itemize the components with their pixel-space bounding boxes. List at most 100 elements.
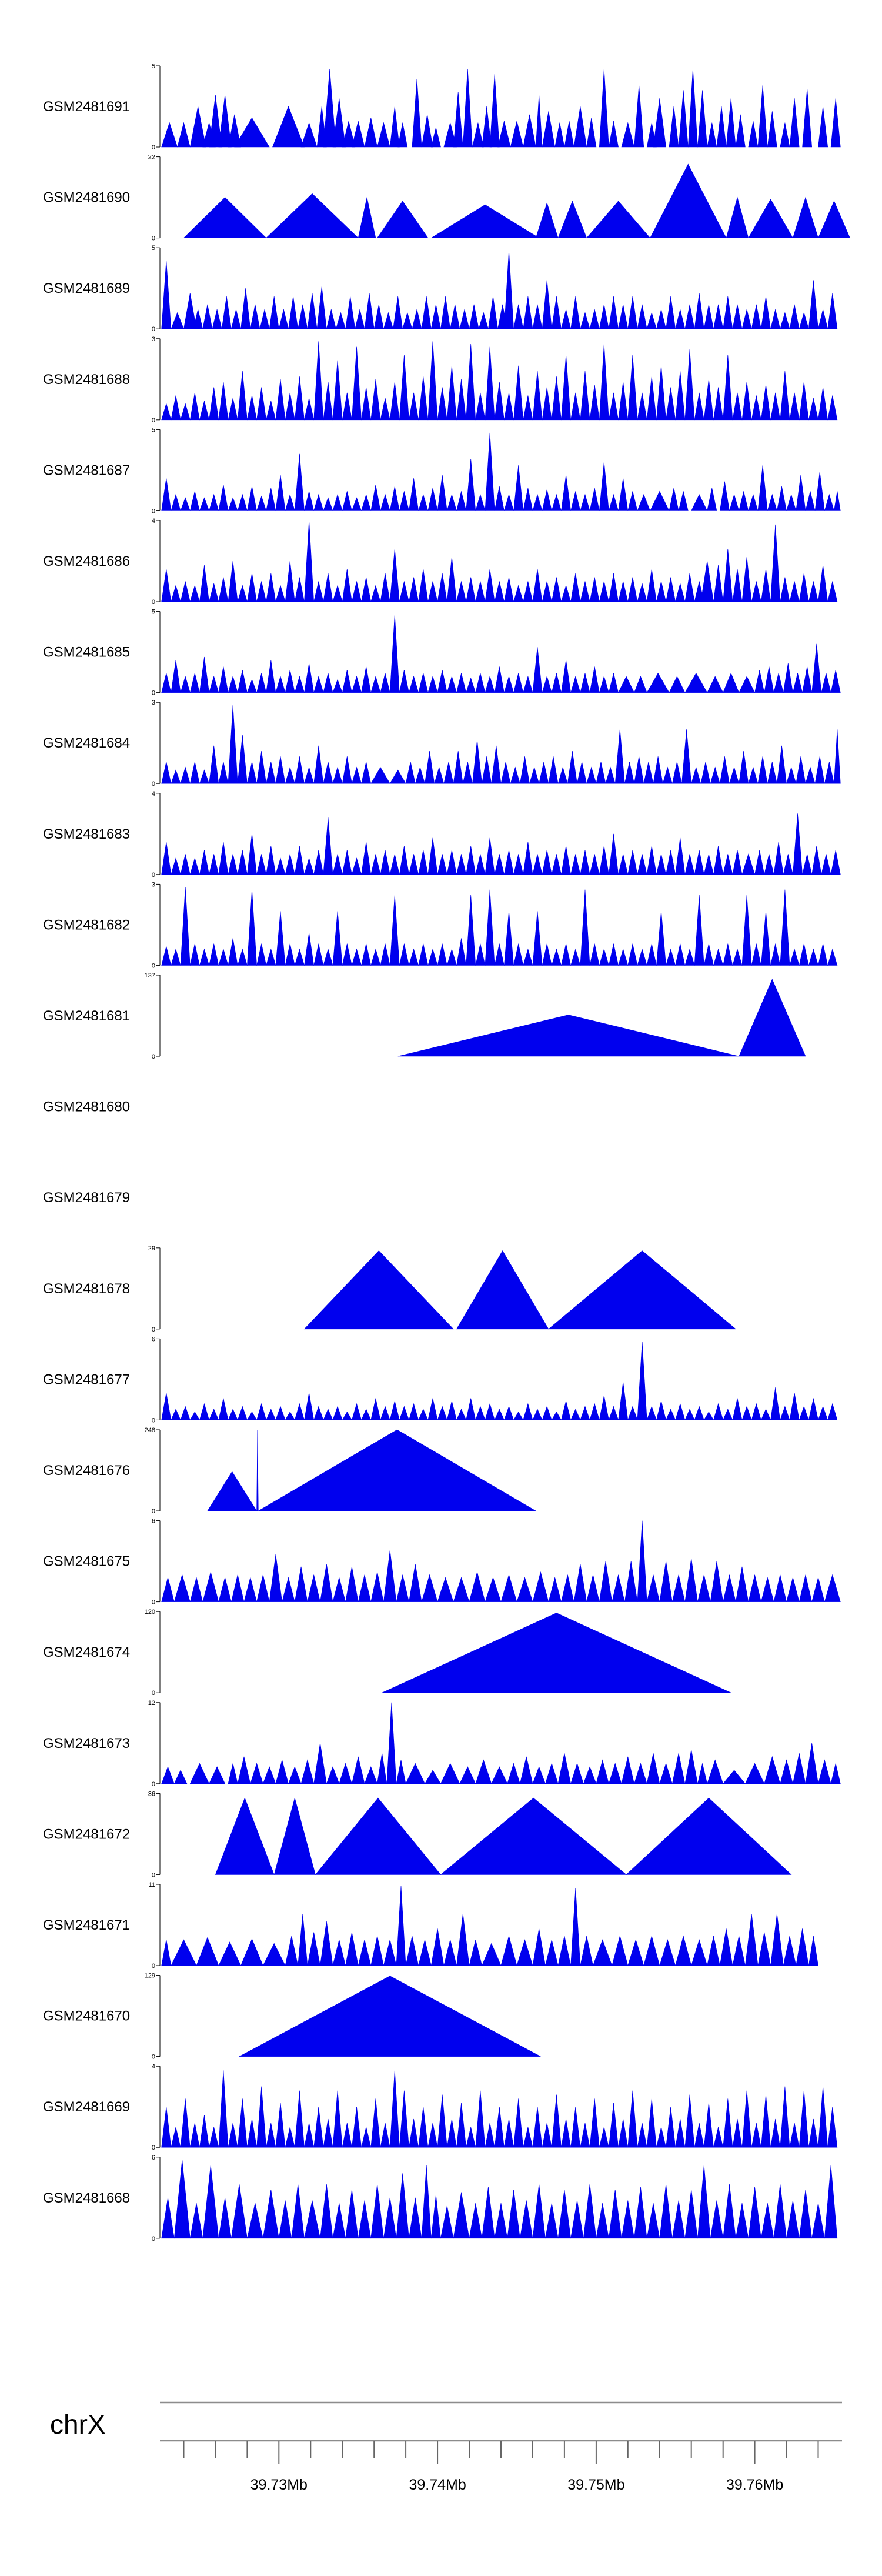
coverage-peak [703, 379, 714, 421]
coverage-peak [773, 2184, 787, 2239]
coverage-peak [697, 90, 708, 148]
coverage-peak [580, 371, 590, 421]
coverage-peak [173, 1770, 188, 1784]
coverage-peak [618, 478, 629, 511]
coverage-peak [703, 304, 714, 329]
coverage-peak [332, 98, 346, 148]
coverage-peak [171, 395, 181, 421]
track-label: GSM2481690 [43, 190, 130, 206]
coverage-peak [735, 1566, 749, 1602]
coverage-peak [713, 948, 724, 966]
coverage-peak [723, 296, 733, 329]
coverage-peak [332, 360, 343, 421]
coverage-peak [370, 1571, 384, 1602]
coverage-peak [513, 365, 524, 421]
coverage-peak [548, 756, 559, 784]
coverage-peak [332, 2203, 346, 2239]
coverage-peak [542, 489, 552, 511]
coverage-peak [209, 1766, 226, 1784]
coverage-peak [298, 304, 308, 329]
coverage-peak [646, 1753, 660, 1784]
coverage-peak [659, 2184, 673, 2239]
coverage-peak [802, 854, 813, 875]
coverage-peak [618, 948, 629, 966]
coverage-peak [351, 948, 362, 966]
coverage-peak [456, 854, 467, 875]
coverage-peak [250, 1763, 263, 1784]
coverage-peak [767, 762, 777, 784]
coverage-peak [199, 656, 209, 693]
coverage-peak [275, 585, 286, 602]
coverage-peak [409, 854, 419, 875]
coverage-peak [561, 355, 572, 421]
coverage-peak [821, 854, 831, 875]
coverage-peak [285, 2127, 295, 2148]
coverage-peak [380, 573, 390, 602]
coverage-peak [687, 69, 698, 148]
coverage-peak [437, 854, 447, 875]
track-label: GSM2481678 [43, 1281, 130, 1297]
coverage-peak [202, 1571, 219, 1602]
coverage-peak [247, 2118, 257, 2148]
y-min-label: 0 [152, 872, 155, 879]
coverage-peak [557, 766, 568, 784]
coverage-peak [513, 943, 524, 966]
coverage-peak [793, 813, 803, 875]
coverage-peak [189, 491, 200, 511]
coverage-peak [789, 581, 800, 602]
coverage-peak [596, 1759, 609, 1784]
coverage-peak [409, 675, 419, 693]
coverage-peak [609, 392, 619, 421]
coverage-peak [757, 465, 768, 511]
coverage-peak [323, 69, 336, 148]
coverage-peak [218, 382, 229, 421]
coverage-peak [180, 854, 191, 875]
coverage-peak [684, 2094, 695, 2148]
coverage-peak [669, 676, 686, 693]
coverage-peak [304, 2200, 320, 2239]
coverage-peak [421, 114, 433, 148]
coverage-peak [707, 676, 724, 693]
y-min-label: 0 [152, 1781, 155, 1788]
coverage-peak [161, 673, 172, 693]
coverage-peak [358, 2200, 372, 2239]
track-label: GSM2481672 [43, 1826, 130, 1842]
coverage-peak [323, 948, 333, 966]
coverage-peak [671, 762, 682, 784]
coverage-peak [161, 1940, 172, 1966]
coverage-peak [212, 309, 222, 329]
coverage-peak [523, 296, 533, 329]
coverage-peak [278, 309, 289, 329]
coverage-peak [218, 2070, 229, 2148]
coverage-peak [199, 769, 210, 784]
coverage-peak [751, 2123, 761, 2148]
coverage-peak [504, 251, 514, 329]
coverage-peak [472, 740, 482, 784]
coverage-peak [653, 98, 666, 148]
coverage-peak [732, 1936, 746, 1966]
coverage-peak [659, 1561, 673, 1602]
coverage-peak [671, 2200, 686, 2239]
coverage-peak [189, 1412, 200, 1420]
coverage-peak [520, 1756, 533, 1784]
coverage-peak [735, 114, 746, 148]
coverage-peak [723, 672, 740, 693]
coverage-peak [675, 309, 686, 329]
coverage-peak [313, 493, 324, 511]
coverage-peak [313, 1743, 327, 1784]
coverage-peak [209, 582, 219, 602]
coverage-peak [173, 2160, 191, 2239]
track-label: GSM2481670 [43, 2008, 130, 2024]
coverage-peak [723, 943, 733, 966]
coverage-peak [637, 854, 647, 875]
coverage-peak [818, 309, 828, 329]
coverage-peak [361, 387, 372, 421]
coverage-peak [396, 1886, 406, 1966]
coverage-peak [485, 569, 495, 602]
coverage-peak [532, 493, 543, 511]
coverage-peak [409, 1564, 422, 1602]
coverage-peak [323, 817, 333, 875]
coverage-peak [161, 1393, 172, 1420]
coverage-peak [589, 384, 600, 421]
coverage-peak [818, 201, 850, 238]
